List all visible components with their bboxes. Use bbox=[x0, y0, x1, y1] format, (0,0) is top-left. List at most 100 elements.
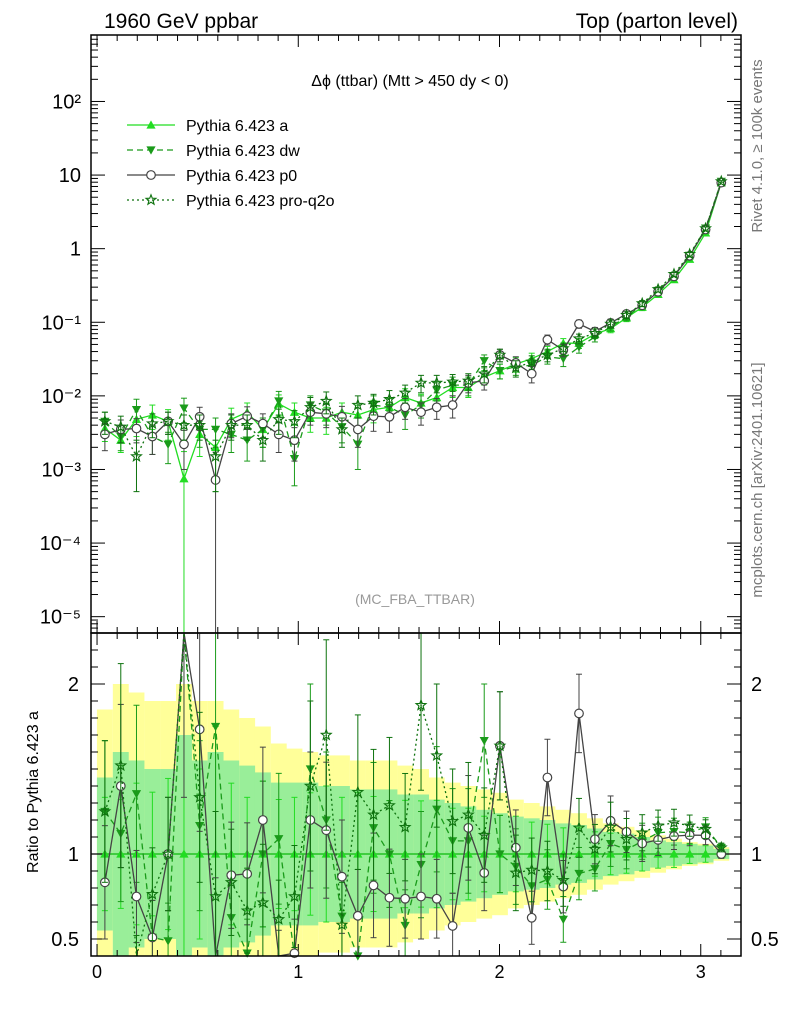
legend-marker bbox=[144, 193, 158, 206]
data-point bbox=[479, 357, 489, 366]
legend-item-pythia-pro-q2o: Pythia 6.423 pro-q2o bbox=[127, 193, 335, 210]
data-point bbox=[542, 334, 553, 345]
y-tick-label: 10⁻² bbox=[42, 386, 82, 408]
ratio-point bbox=[352, 910, 363, 921]
data-point bbox=[635, 296, 649, 309]
data-point bbox=[588, 326, 602, 339]
ratio-y-label: Ratio to Pythia 6.423 a bbox=[25, 711, 42, 873]
ratio-point bbox=[209, 889, 222, 902]
data-point bbox=[177, 418, 191, 431]
mcplots-label: mcplots.cern.ch [arXiv:2401.10621] bbox=[749, 362, 766, 597]
ratio-point bbox=[114, 758, 128, 772]
ratio-point bbox=[288, 889, 301, 902]
ratio-point bbox=[319, 728, 333, 741]
ratio-point bbox=[145, 887, 159, 900]
data-point bbox=[540, 348, 554, 361]
ratio-point bbox=[210, 722, 221, 732]
series-line bbox=[104, 181, 722, 458]
rivet-label: Rivet 4.1.0, ≥ 100k events bbox=[749, 59, 766, 232]
ratio-point bbox=[98, 804, 112, 817]
ratio-point bbox=[414, 698, 428, 711]
ratio-point bbox=[240, 903, 254, 917]
ratio-point bbox=[446, 814, 460, 827]
ratio-tick-label: 0.5 bbox=[51, 929, 79, 951]
ratio-point bbox=[131, 891, 142, 902]
ratio-point bbox=[163, 937, 173, 946]
data-point bbox=[526, 368, 537, 379]
ratio-point bbox=[493, 739, 507, 752]
data-point bbox=[179, 404, 189, 413]
data-point bbox=[509, 361, 523, 374]
data-point bbox=[179, 474, 189, 483]
ratio-point bbox=[604, 820, 618, 833]
ratio-point bbox=[542, 772, 553, 783]
data-point bbox=[335, 422, 349, 435]
ratio-bands bbox=[91, 684, 741, 956]
y-tick-label: 10 bbox=[59, 165, 81, 187]
ratio-point bbox=[479, 736, 489, 746]
ratio-point bbox=[131, 790, 142, 799]
watermark: (MC_FBA_TTBAR) bbox=[355, 591, 475, 607]
data-point bbox=[163, 440, 173, 449]
data-point bbox=[398, 386, 412, 399]
ratio-point bbox=[558, 915, 568, 924]
ratio-point bbox=[431, 893, 442, 904]
ratio-point bbox=[651, 818, 665, 832]
data-point bbox=[447, 400, 458, 410]
ratio-plot: 0 1 2 3 0.5 0.5 1 1 2 2 Ratio to Pythia 6.423 a bbox=[25, 632, 779, 982]
ratio-point bbox=[257, 815, 268, 825]
ratio-point bbox=[383, 798, 396, 811]
y-tick-label: 10² bbox=[52, 91, 81, 113]
ratio-point bbox=[495, 850, 505, 859]
ratio-point bbox=[685, 849, 695, 858]
legend: Pythia 6.423 a Pythia 6.423 dw Pythia 6.… bbox=[127, 118, 335, 210]
x-tick-label: 1 bbox=[293, 962, 303, 982]
data-point bbox=[620, 308, 633, 321]
header-right: Top (parton level) bbox=[576, 10, 738, 33]
ratio-frame bbox=[90, 632, 742, 957]
legend-marker bbox=[146, 146, 156, 155]
legend-item-pythia-a: Pythia 6.423 a bbox=[127, 118, 288, 135]
legend-item-pythia-p0: Pythia 6.423 p0 bbox=[127, 168, 297, 185]
data-point bbox=[477, 366, 491, 380]
y-tick-label: 10⁻¹ bbox=[42, 312, 82, 334]
ratio-point bbox=[193, 790, 207, 803]
y-tick-label: 1 bbox=[70, 239, 81, 261]
ratio-point bbox=[461, 808, 475, 821]
ratio-point bbox=[667, 815, 681, 829]
data-point bbox=[114, 420, 128, 433]
ratio-point bbox=[700, 849, 711, 858]
data-point bbox=[130, 449, 143, 462]
series-2 bbox=[99, 177, 727, 634]
ratio-point bbox=[574, 708, 584, 719]
data-point bbox=[131, 405, 142, 415]
ratio-series bbox=[98, 632, 728, 961]
ratio-point bbox=[477, 828, 491, 841]
y-tick-label: 10⁻³ bbox=[42, 459, 82, 481]
data-point bbox=[495, 366, 505, 376]
ratio-point bbox=[509, 866, 523, 879]
ratio-point bbox=[274, 835, 284, 844]
data-point bbox=[414, 376, 428, 389]
data-point bbox=[446, 375, 460, 388]
data-point bbox=[131, 423, 142, 434]
data-point bbox=[416, 407, 426, 418]
data-point bbox=[161, 414, 175, 427]
ratio-point bbox=[683, 818, 697, 832]
ratio-point bbox=[447, 921, 458, 931]
ratio-point bbox=[620, 832, 633, 845]
ratio-point bbox=[337, 871, 347, 882]
legend-marker bbox=[146, 170, 156, 180]
data-point bbox=[224, 418, 238, 431]
data-point bbox=[430, 376, 444, 389]
data-point bbox=[367, 396, 380, 409]
ratio-tick-label-right: 2 bbox=[751, 674, 762, 696]
ratio-point bbox=[669, 849, 679, 858]
legend-label-pythia-a: Pythia 6.423 a bbox=[186, 118, 288, 135]
ratio-point bbox=[272, 912, 286, 925]
ratio-point bbox=[224, 875, 238, 888]
ratio-tick-label: 2 bbox=[68, 674, 79, 696]
legend-marker bbox=[146, 120, 156, 129]
ratio-point bbox=[335, 918, 349, 931]
